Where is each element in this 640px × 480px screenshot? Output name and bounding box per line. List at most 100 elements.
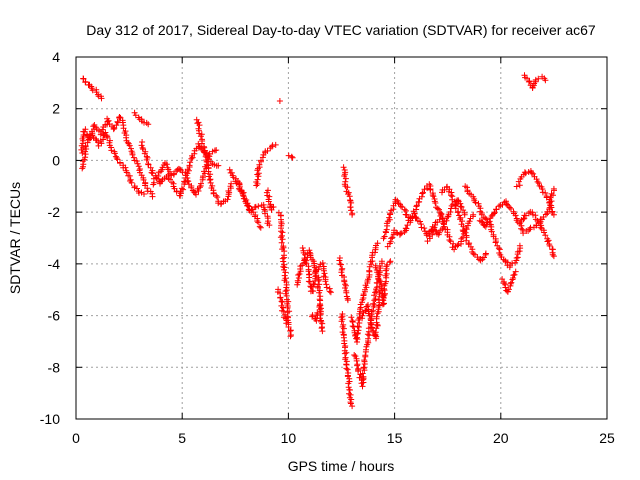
data-point — [254, 218, 261, 224]
data-point — [311, 281, 318, 288]
axis-ticks: 0 5 10 15 20 25 -10 -8 -6 -4 -2 0 2 4 — [40, 49, 615, 446]
data-point — [530, 170, 537, 177]
data-point — [285, 324, 292, 330]
data-point — [114, 156, 121, 163]
data-point — [403, 225, 410, 232]
data-point — [421, 225, 428, 232]
x-tick-label: 5 — [178, 430, 186, 446]
data-point — [285, 152, 292, 159]
data-point — [347, 204, 354, 211]
data-point — [145, 121, 152, 128]
data-point — [143, 156, 150, 163]
data-point — [338, 318, 345, 325]
data-point — [206, 150, 213, 157]
data-point — [299, 245, 306, 251]
data-point — [111, 150, 118, 157]
data-point — [180, 186, 187, 193]
data-point — [386, 259, 393, 266]
data-point — [230, 174, 237, 181]
data-point — [362, 307, 369, 314]
x-tick-label: 0 — [72, 430, 80, 446]
data-point — [256, 161, 263, 168]
data-point — [371, 292, 378, 299]
data-point — [129, 151, 136, 158]
data-point — [82, 142, 89, 149]
data-point — [532, 212, 539, 219]
data-point — [255, 219, 262, 226]
data-point — [99, 126, 106, 133]
data-point — [369, 324, 375, 331]
data-point — [213, 192, 220, 199]
data-point — [359, 370, 366, 377]
data-point — [213, 147, 220, 154]
data-point — [384, 243, 391, 250]
data-point — [295, 275, 302, 281]
data-point — [145, 161, 152, 168]
data-point — [79, 165, 86, 172]
data-point — [338, 269, 345, 276]
data-point — [102, 129, 109, 136]
data-point — [141, 191, 147, 197]
data-point — [421, 186, 428, 193]
data-point — [476, 217, 483, 224]
data-point — [341, 278, 348, 285]
data-point — [340, 164, 347, 171]
y-tick-label: -4 — [48, 256, 61, 272]
data-points — [78, 72, 557, 410]
data-point — [295, 272, 302, 278]
data-point — [340, 325, 347, 332]
x-axis-title: GPS time / hours — [288, 458, 395, 474]
data-point — [526, 78, 533, 85]
data-point — [306, 247, 313, 254]
data-point — [149, 170, 156, 177]
data-point — [348, 207, 355, 214]
data-point — [347, 391, 354, 398]
data-point — [280, 308, 287, 315]
data-point — [144, 185, 151, 192]
data-point — [506, 204, 513, 211]
data-point — [412, 214, 419, 221]
data-point — [214, 194, 221, 201]
data-point — [110, 126, 117, 133]
data-point — [79, 150, 86, 156]
data-point — [387, 258, 394, 265]
data-point — [89, 87, 96, 94]
data-point — [134, 160, 141, 167]
data-point — [155, 173, 162, 179]
data-point — [123, 169, 130, 176]
data-point — [513, 183, 520, 190]
data-point — [321, 270, 328, 277]
data-point — [366, 267, 373, 274]
data-point — [188, 155, 195, 162]
data-point — [370, 307, 376, 314]
data-point — [429, 192, 436, 198]
data-point — [302, 251, 309, 258]
data-point — [344, 297, 351, 304]
data-point — [550, 253, 557, 260]
data-point — [346, 387, 353, 393]
data-point — [516, 182, 523, 189]
data-point — [387, 210, 394, 217]
data-point — [187, 159, 194, 166]
data-point — [354, 362, 361, 369]
data-point — [427, 186, 434, 193]
y-tick-label: 4 — [52, 49, 60, 65]
data-point — [193, 191, 199, 198]
data-point — [420, 189, 426, 196]
data-point — [266, 222, 273, 229]
data-point — [198, 140, 205, 147]
data-point — [389, 234, 396, 241]
data-point — [511, 271, 518, 278]
data-point — [486, 218, 493, 225]
data-point — [374, 240, 381, 247]
data-point — [349, 211, 356, 218]
data-point — [525, 78, 532, 85]
data-point — [82, 79, 89, 86]
data-point — [516, 242, 523, 249]
data-point — [280, 258, 287, 265]
data-point — [288, 153, 295, 160]
data-point — [488, 228, 495, 235]
data-point — [117, 159, 123, 166]
data-point — [289, 154, 296, 161]
data-point — [344, 184, 351, 191]
